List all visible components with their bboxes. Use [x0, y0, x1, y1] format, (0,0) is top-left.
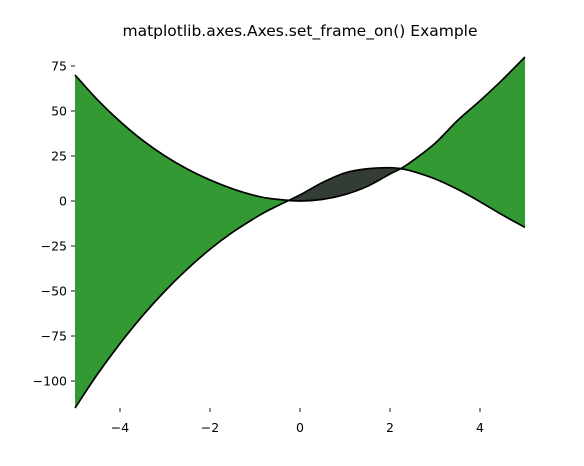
x-tick-label: 4 [476, 420, 484, 435]
fill-region-3 [400, 57, 525, 228]
x-tick-label: 2 [386, 420, 394, 435]
series-line-2 [74, 166, 526, 409]
x-axis-ticks: −4 −2 0 2 4 [111, 408, 484, 435]
y-tick-label: −100 [33, 374, 67, 389]
fill-region-2 [289, 167, 401, 201]
series-curves [74, 56, 526, 409]
y-tick-label: 50 [51, 104, 67, 119]
y-tick-label: 75 [51, 59, 67, 74]
y-axis-ticks: 75 50 25 0 −25 −50 −75 −100 [33, 59, 75, 389]
fill-regions [75, 57, 525, 408]
x-tick-label: −2 [201, 420, 219, 435]
x-tick-label: −4 [111, 420, 129, 435]
chart-title: matplotlib.axes.Axes.set_frame_on() Exam… [122, 22, 477, 41]
series-line-1 [74, 56, 526, 202]
y-tick-label: −50 [41, 284, 67, 299]
x-tick-label: 0 [296, 420, 304, 435]
y-tick-label: −25 [41, 239, 67, 254]
fill-region-1 [75, 75, 290, 408]
y-tick-label: 0 [59, 194, 67, 209]
y-tick-label: −75 [41, 329, 67, 344]
y-tick-label: 25 [51, 149, 67, 164]
